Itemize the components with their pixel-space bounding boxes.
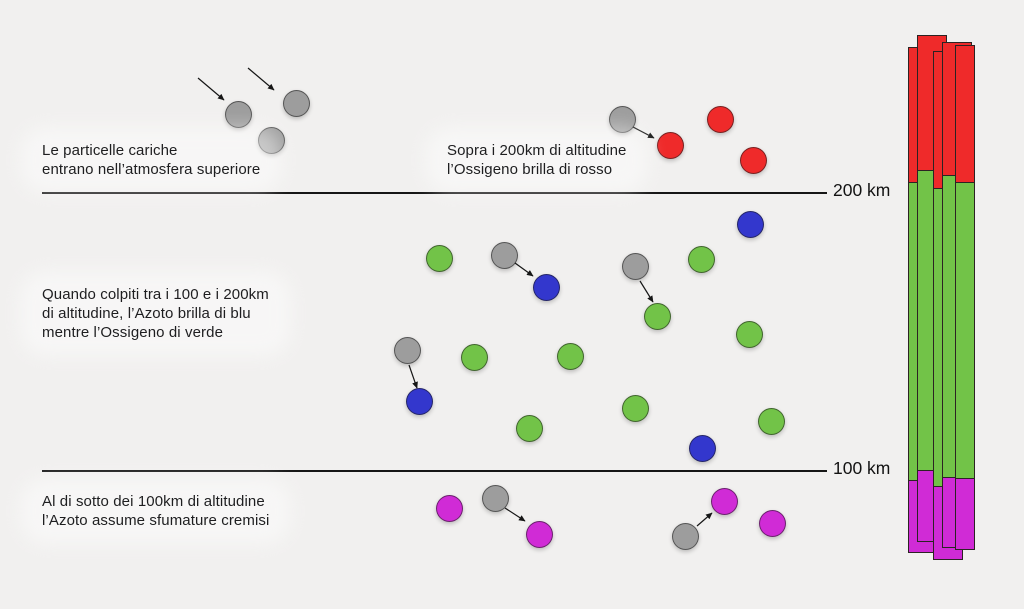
altitude-bar: [955, 45, 975, 550]
altitude-line-200km: [42, 192, 827, 194]
particle-red: [706, 105, 734, 133]
particle-gray: [282, 89, 310, 117]
collision-arrow: [696, 512, 713, 527]
collision-arrow: [247, 67, 275, 91]
particle-red: [656, 131, 684, 159]
particle-magenta: [435, 494, 463, 522]
bar-segment-red: [956, 46, 974, 183]
particle-green: [757, 407, 785, 435]
bar-segment-green: [956, 182, 974, 479]
particle-blue: [532, 273, 560, 301]
particle-gray: [671, 522, 699, 550]
annotation-above-200km: Sopra i 200km di altitudine l’Ossigeno b…: [447, 142, 627, 178]
particle-blue: [405, 387, 433, 415]
particle-green: [425, 244, 453, 272]
particle-green: [460, 343, 488, 371]
particle-magenta: [525, 520, 553, 548]
particle-gray: [490, 241, 518, 269]
particle-blue: [736, 210, 764, 238]
bar-segment-magenta: [956, 478, 974, 549]
particle-magenta: [758, 509, 786, 537]
particle-gray: [481, 484, 509, 512]
particle-green: [515, 414, 543, 442]
annotation-below-100km: Al di sotto dei 100km di altitudine l’Az…: [42, 493, 270, 529]
altitude-label-200km: 200 km: [833, 180, 891, 200]
particle-green: [643, 302, 671, 330]
collision-arrow: [514, 262, 534, 277]
particle-green: [621, 394, 649, 422]
annotation-between-100-200km: Quando colpiti tra i 100 e i 200km di al…: [42, 286, 269, 341]
particle-magenta: [710, 487, 738, 515]
particle-gray: [621, 252, 649, 280]
collision-arrow: [197, 77, 225, 101]
altitude-label-100km: 100 km: [833, 458, 891, 478]
particle-gray: [393, 336, 421, 364]
altitude-line-100km: [42, 470, 827, 472]
particle-gray: [224, 100, 252, 128]
particle-green: [735, 320, 763, 348]
particle-green: [556, 342, 584, 370]
particle-blue: [688, 434, 716, 462]
collision-arrow: [639, 280, 654, 303]
particle-green: [687, 245, 715, 273]
collision-arrow: [504, 507, 526, 522]
annotation-charged-particles: Le particelle cariche entrano nell’atmos…: [42, 142, 261, 178]
particle-red: [739, 146, 767, 174]
collision-arrow: [408, 364, 418, 389]
